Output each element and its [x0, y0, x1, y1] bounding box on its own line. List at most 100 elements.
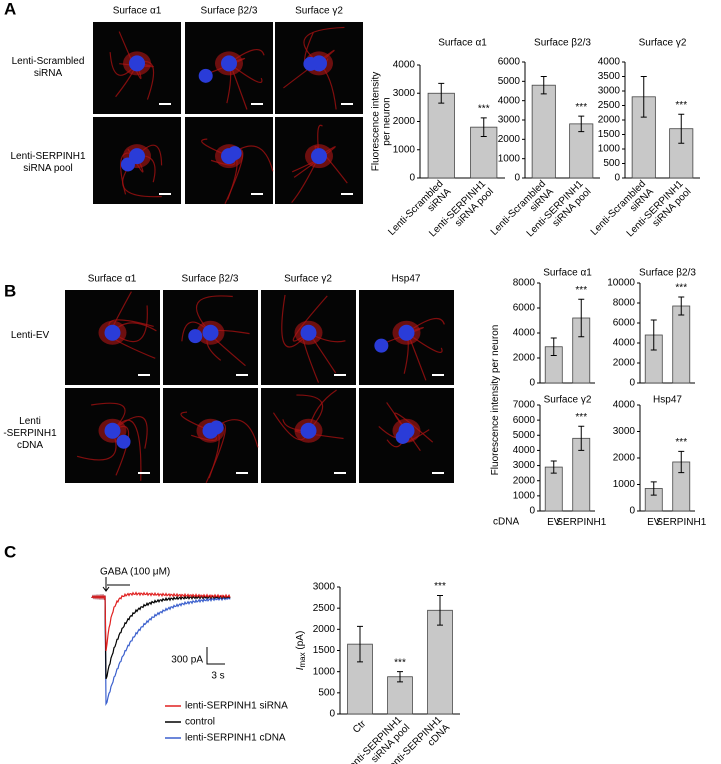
y-tick-label: 6000 [513, 415, 536, 426]
y-tick-label: 2000 [513, 475, 536, 486]
nucleus [104, 422, 121, 439]
significance: *** [575, 412, 587, 423]
chart-title: Surface β2/3 [639, 268, 696, 279]
chart-title: Surface β2/3 [534, 38, 591, 49]
legend-label: lenti-SERPINH1 siRNA [185, 701, 288, 712]
error-bar [678, 113, 685, 144]
y-tick-label: 500 [603, 158, 620, 169]
y-tick-label: 4000 [598, 57, 621, 68]
y-tick-label: 0 [629, 506, 635, 517]
nucleus [303, 56, 318, 71]
y-tick-label: 4000 [513, 445, 536, 456]
y-tick-label: 3000 [498, 115, 521, 126]
nucleus [398, 324, 415, 341]
legend-label: lenti-SERPINH1 cDNA [185, 733, 286, 744]
x-tick-label-line: SERPINH1 [556, 517, 606, 528]
nucleus [202, 324, 219, 341]
y-axis-label-line: Fluorescence intensity per neuron [490, 325, 501, 476]
current-trace [91, 593, 231, 680]
scale-bar [206, 647, 225, 665]
y-tick-label: 4000 [513, 328, 536, 339]
y-tick-label: 4000 [498, 95, 521, 106]
chart-title: Surface γ2 [639, 38, 687, 49]
y-axis-label: Fluorescence intensity per neuron [490, 325, 501, 476]
nucleus [188, 329, 203, 344]
y-axis-label-line: per neuron [381, 97, 392, 145]
nucleus [395, 429, 410, 444]
nucleus [300, 324, 317, 341]
error-bar [480, 117, 487, 137]
y-tick-label: 6000 [498, 57, 521, 68]
x-tick-label: Lenti-ScrambledsiRNA [386, 178, 453, 245]
chart-title: Surface α1 [543, 268, 592, 279]
nucleus [227, 146, 242, 161]
y-tick-label: 10000 [607, 278, 635, 289]
y-tick-label: 8000 [613, 298, 636, 309]
y-tick-label: 2000 [598, 115, 621, 126]
nucleus [209, 420, 224, 435]
error-bar [578, 298, 585, 338]
x-tick-label: EV [547, 517, 561, 528]
row-label: Lenti -SERPINH1 cDNA [3, 416, 57, 451]
y-label-symbol: I [295, 667, 306, 670]
y-tick-label: 3000 [613, 426, 636, 437]
row-label-line: cDNA [17, 440, 43, 451]
y-tick-label: 2000 [613, 453, 636, 464]
bar [427, 92, 455, 179]
y-tick-label: 1500 [598, 129, 621, 140]
error-bar [678, 450, 685, 474]
stimulus-label: GABA (100 μM) [100, 567, 170, 578]
error-bar [438, 82, 445, 104]
chart-title: Surface γ2 [544, 395, 592, 406]
y-tick-label: 4000 [613, 400, 636, 411]
y-tick-label: 500 [318, 687, 335, 698]
y-tick-label: 2000 [498, 134, 521, 145]
nucleus [104, 324, 121, 341]
column-label: Surface α1 [113, 6, 162, 17]
legend-label: control [185, 717, 215, 728]
row-label-line: Lenti-EV [11, 330, 50, 341]
panel-label: B [4, 281, 16, 300]
y-tick-label: 1000 [598, 144, 621, 155]
y-axis-label-line: Fluorescence intensity [370, 72, 381, 172]
error-bar [578, 425, 585, 451]
y-axis-label: Fluorescence intensityper neuron [370, 72, 392, 172]
row-label-line: Lenti-Scrambled [12, 56, 85, 67]
nucleus [120, 157, 135, 172]
y-tick-label: 3500 [598, 71, 621, 82]
bar [672, 305, 691, 384]
y-tick-label: 8000 [513, 278, 536, 289]
current-trace [91, 591, 231, 651]
panel-label: C [4, 542, 16, 561]
y-tick-label: 5000 [513, 430, 536, 441]
y-tick-label: 2000 [393, 116, 416, 127]
significance: *** [575, 102, 587, 113]
x-tick-label-line: EV [547, 517, 561, 528]
y-tick-label: 1000 [498, 153, 521, 164]
x-tick-label-line: Ctr [351, 718, 369, 736]
row-label-line: Lenti-SERPINH1 [10, 151, 85, 162]
row-label: Lenti-Scrambled siRNA [12, 56, 85, 79]
row-label: Lenti-EV [11, 330, 50, 341]
column-label: Hsp47 [392, 274, 421, 285]
x-tick-label: EV [647, 517, 661, 528]
y-tick-label: 6000 [613, 318, 636, 329]
y-tick-label: 3000 [313, 582, 336, 593]
row-label-line: -SERPINH1 [3, 428, 57, 439]
y-tick-label: 2000 [313, 624, 336, 635]
y-label-subscript: max [298, 652, 307, 667]
column-label: Surface β2/3 [182, 274, 239, 285]
y-tick-label: 3000 [513, 460, 536, 471]
row-label-line: Lenti [19, 416, 41, 427]
y-tick-label: 2000 [513, 353, 536, 364]
error-bar [678, 296, 685, 316]
bar [427, 609, 453, 715]
significance: *** [675, 283, 687, 294]
nucleus [311, 148, 327, 165]
stimulus-arrow [102, 577, 110, 592]
y-tick-label: 1000 [393, 144, 416, 155]
significance: *** [675, 437, 687, 448]
bar [387, 676, 413, 715]
error-bar [550, 460, 557, 474]
